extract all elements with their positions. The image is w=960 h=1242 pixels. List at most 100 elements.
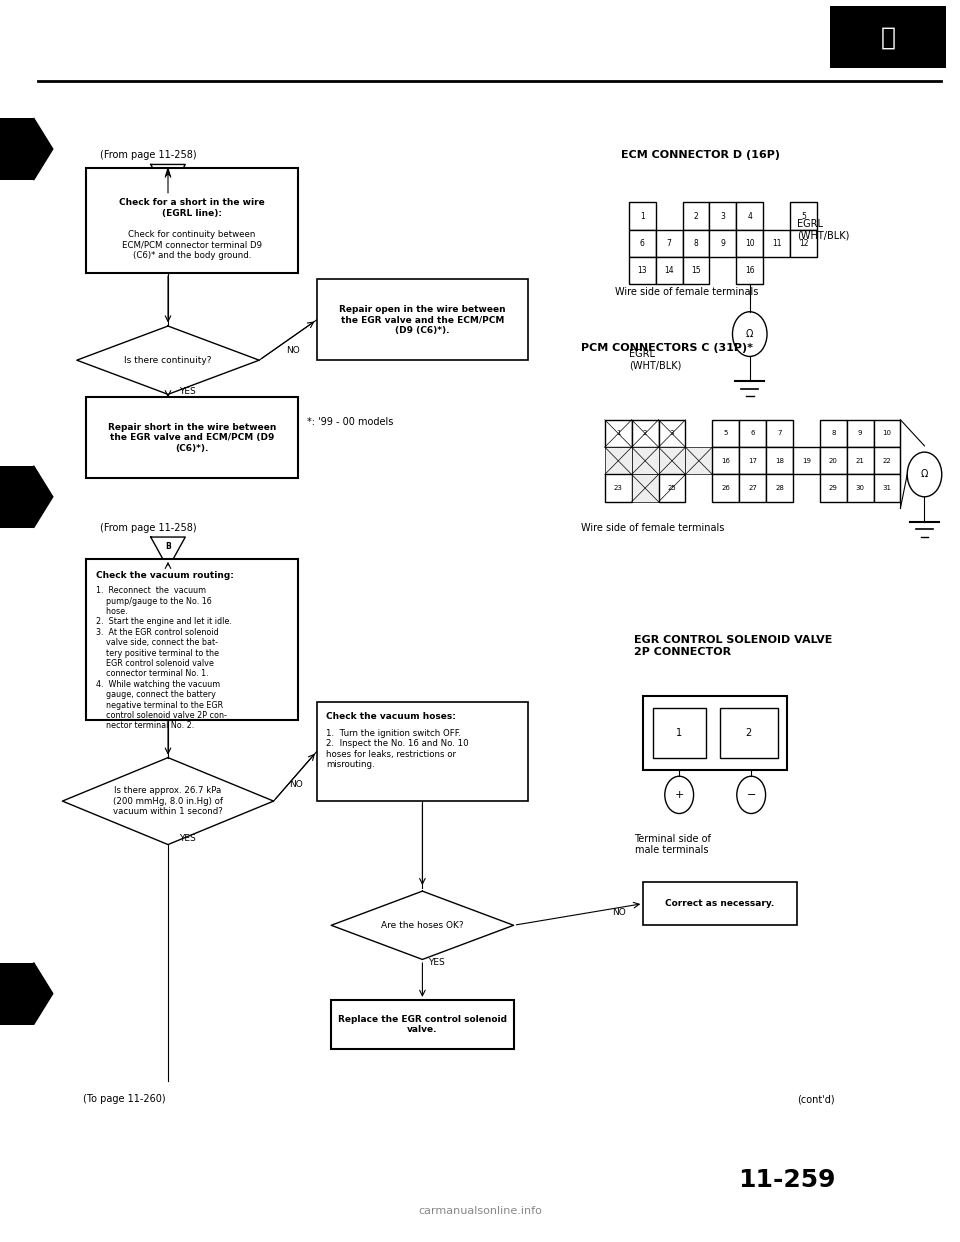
FancyBboxPatch shape: [874, 447, 900, 474]
FancyBboxPatch shape: [820, 420, 847, 447]
Text: 2: 2: [643, 431, 647, 436]
Text: Ω: Ω: [921, 469, 928, 479]
Text: 12: 12: [799, 238, 808, 248]
FancyBboxPatch shape: [0, 118, 34, 180]
FancyBboxPatch shape: [632, 420, 659, 447]
Text: 29: 29: [828, 486, 838, 491]
FancyBboxPatch shape: [736, 230, 763, 257]
Text: Correct as necessary.: Correct as necessary.: [665, 899, 775, 908]
FancyBboxPatch shape: [790, 202, 817, 230]
Text: 17: 17: [748, 458, 757, 463]
Text: Replace the EGR control solenoid
valve.: Replace the EGR control solenoid valve.: [338, 1015, 507, 1035]
Text: 6: 6: [751, 431, 755, 436]
FancyBboxPatch shape: [659, 420, 685, 447]
FancyBboxPatch shape: [766, 474, 793, 502]
Text: *: '99 - 00 models: *: '99 - 00 models: [307, 417, 394, 427]
Polygon shape: [34, 963, 53, 1025]
Text: 6: 6: [639, 238, 645, 248]
Text: 7: 7: [778, 431, 781, 436]
Text: 4: 4: [747, 211, 753, 221]
FancyBboxPatch shape: [632, 447, 659, 474]
FancyBboxPatch shape: [629, 202, 656, 230]
Text: 27: 27: [748, 486, 757, 491]
FancyBboxPatch shape: [736, 202, 763, 230]
FancyBboxPatch shape: [683, 257, 709, 284]
Text: 13: 13: [637, 266, 647, 276]
Text: 16: 16: [745, 266, 755, 276]
Text: 18: 18: [775, 458, 784, 463]
Text: 22: 22: [882, 458, 892, 463]
FancyBboxPatch shape: [874, 420, 900, 447]
Polygon shape: [34, 118, 53, 180]
Text: 5: 5: [801, 211, 806, 221]
Text: 8: 8: [694, 238, 698, 248]
FancyBboxPatch shape: [820, 474, 847, 502]
Text: 25: 25: [667, 486, 677, 491]
FancyBboxPatch shape: [709, 202, 736, 230]
Text: NO: NO: [612, 908, 626, 918]
Text: Check for a short in the wire
(EGRL line):: Check for a short in the wire (EGRL line…: [119, 199, 265, 217]
FancyBboxPatch shape: [847, 420, 874, 447]
Text: 2: 2: [746, 728, 752, 738]
Text: 23: 23: [613, 486, 623, 491]
Text: 9: 9: [720, 238, 726, 248]
FancyBboxPatch shape: [317, 702, 528, 801]
FancyBboxPatch shape: [331, 1000, 514, 1049]
FancyBboxPatch shape: [605, 474, 632, 502]
FancyBboxPatch shape: [709, 230, 736, 257]
Text: Is there continuity?: Is there continuity?: [124, 355, 212, 365]
FancyBboxPatch shape: [874, 474, 900, 502]
FancyBboxPatch shape: [830, 6, 946, 68]
Text: 20: 20: [828, 458, 838, 463]
FancyBboxPatch shape: [656, 230, 683, 257]
Text: Terminal side of
male terminals: Terminal side of male terminals: [634, 833, 710, 856]
FancyBboxPatch shape: [629, 257, 656, 284]
Text: Check for continuity between
ECM/PCM connector terminal D9
(C6)* and the body gr: Check for continuity between ECM/PCM con…: [122, 231, 262, 260]
FancyBboxPatch shape: [847, 447, 874, 474]
Text: 3: 3: [720, 211, 726, 221]
FancyBboxPatch shape: [763, 230, 790, 257]
FancyBboxPatch shape: [720, 708, 778, 758]
Text: 14: 14: [664, 266, 674, 276]
Text: 26: 26: [721, 486, 731, 491]
Text: Are the hoses OK?: Are the hoses OK?: [381, 920, 464, 930]
Text: 9: 9: [858, 431, 862, 436]
Text: 11: 11: [772, 238, 781, 248]
FancyBboxPatch shape: [317, 279, 528, 360]
FancyBboxPatch shape: [86, 397, 298, 478]
Text: ECM CONNECTOR D (16P): ECM CONNECTOR D (16P): [621, 150, 780, 160]
FancyBboxPatch shape: [643, 696, 787, 770]
Polygon shape: [331, 892, 514, 959]
Text: (To page 11-260): (To page 11-260): [84, 1094, 166, 1104]
Text: 16: 16: [721, 458, 731, 463]
Text: Repair open in the wire between
the EGR valve and the ECM/PCM
(D9 (C6)*).: Repair open in the wire between the EGR …: [339, 306, 506, 334]
FancyBboxPatch shape: [683, 230, 709, 257]
Text: 1: 1: [640, 211, 644, 221]
Text: 3: 3: [670, 431, 674, 436]
Text: 7: 7: [666, 238, 672, 248]
Polygon shape: [77, 327, 259, 395]
Text: YES: YES: [179, 386, 196, 396]
Text: YES: YES: [428, 958, 445, 968]
Text: Repair short in the wire between
the EGR valve and ECM/PCM (D9
(C6)*).: Repair short in the wire between the EGR…: [108, 424, 276, 452]
Text: Check the vacuum hoses:: Check the vacuum hoses:: [326, 712, 456, 720]
FancyBboxPatch shape: [0, 963, 34, 1025]
Text: EGRL
(WHT/BLK): EGRL (WHT/BLK): [629, 349, 682, 371]
FancyBboxPatch shape: [712, 420, 739, 447]
FancyBboxPatch shape: [739, 474, 766, 502]
FancyBboxPatch shape: [685, 447, 712, 474]
Text: 5: 5: [724, 431, 728, 436]
Text: 10: 10: [745, 238, 755, 248]
Text: B: B: [165, 542, 171, 551]
Text: (cont'd): (cont'd): [797, 1094, 835, 1104]
FancyBboxPatch shape: [659, 474, 685, 502]
Text: 19: 19: [802, 458, 811, 463]
FancyBboxPatch shape: [820, 447, 847, 474]
Text: (From page 11-258): (From page 11-258): [101, 523, 197, 533]
FancyBboxPatch shape: [766, 420, 793, 447]
Text: 1: 1: [616, 431, 620, 436]
FancyBboxPatch shape: [793, 447, 820, 474]
Text: carmanualsonline.info: carmanualsonline.info: [418, 1206, 542, 1216]
Text: +: +: [675, 790, 684, 800]
Text: 1.  Turn the ignition switch OFF.
2.  Inspect the No. 16 and No. 10
hoses for le: 1. Turn the ignition switch OFF. 2. Insp…: [326, 729, 469, 769]
